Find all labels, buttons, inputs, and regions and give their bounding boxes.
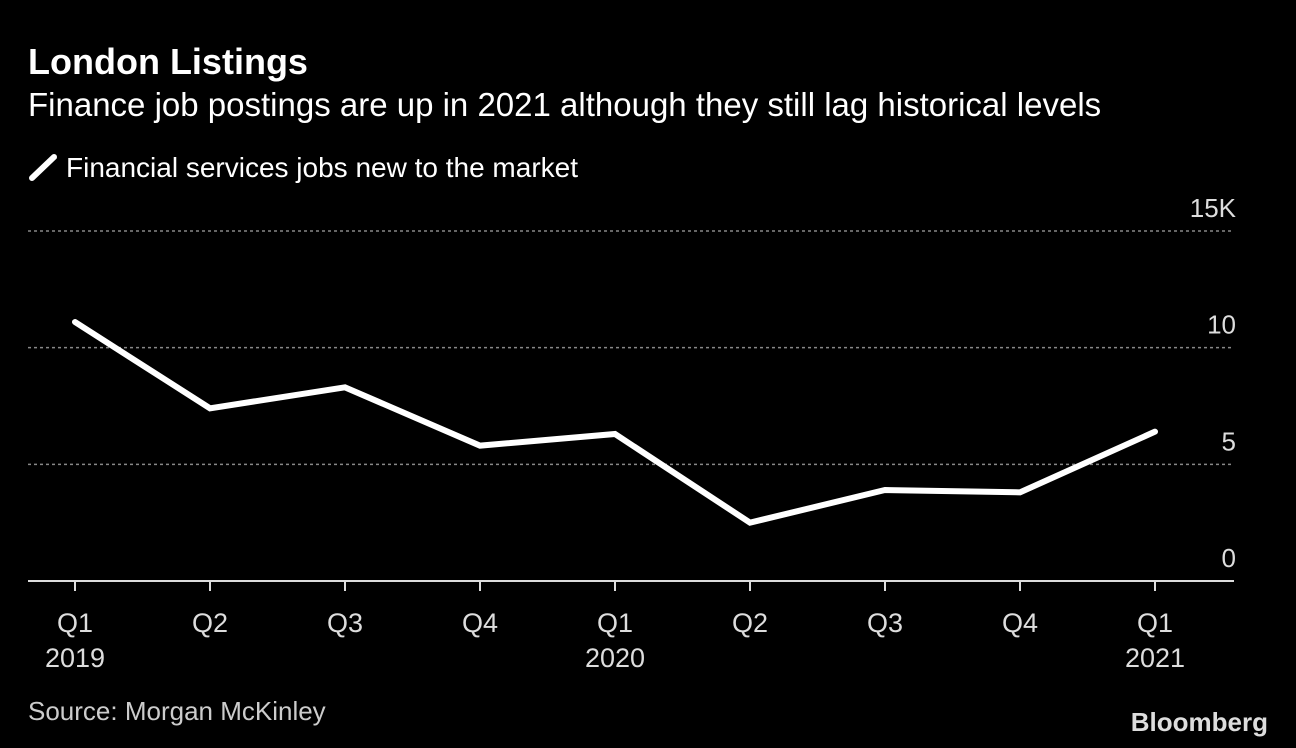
x-tick-label: Q4	[1002, 608, 1038, 638]
x-tick-label: Q1	[1137, 608, 1173, 638]
y-tick-label: 15K	[1190, 193, 1237, 223]
x-tick-label: Q2	[192, 608, 228, 638]
y-tick-label: 0	[1222, 543, 1236, 573]
x-tick-label: Q3	[867, 608, 903, 638]
x-tick-year: 2019	[45, 643, 105, 673]
source: Source: Morgan McKinley	[28, 696, 326, 726]
x-tick-year: 2020	[585, 643, 645, 673]
x-tick-label: Q3	[327, 608, 363, 638]
x-tick-label: Q1	[57, 608, 93, 638]
x-tick-year: 2021	[1125, 643, 1185, 673]
x-tick-label: Q1	[597, 608, 633, 638]
x-tick-label: Q4	[462, 608, 498, 638]
y-tick-label: 5	[1222, 426, 1236, 456]
line-series	[72, 319, 1158, 526]
legend-label: Financial services jobs new to the marke…	[66, 152, 578, 183]
chart-title: London Listings	[28, 41, 308, 82]
y-tick-label: 10	[1207, 310, 1236, 340]
legend-swatch	[29, 154, 57, 181]
chart-subtitle: Finance job postings are up in 2021 alth…	[28, 86, 1101, 123]
x-tick-label: Q2	[732, 608, 768, 638]
brand-logo: Bloomberg	[1131, 707, 1268, 737]
